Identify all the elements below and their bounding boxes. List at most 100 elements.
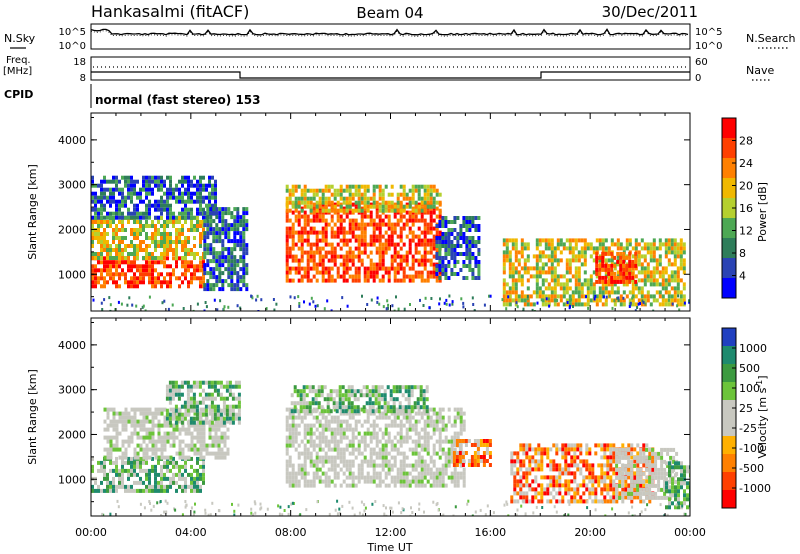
heatmap-cell [120, 302, 123, 306]
heatmap-cell [130, 183, 133, 188]
heatmap-cell [226, 427, 230, 432]
heatmap-cell [127, 280, 130, 285]
heatmap-cell [166, 460, 169, 465]
heatmap-cell [535, 282, 539, 287]
heatmap-cell [136, 268, 139, 273]
heatmap-cell [312, 266, 316, 271]
heatmap-cell [354, 208, 358, 213]
heatmap-cell [121, 451, 125, 456]
heatmap-cell [683, 301, 686, 305]
heatmap-cell [559, 274, 563, 279]
heatmap-cell [294, 200, 298, 205]
heatmap-cell [342, 188, 346, 193]
heatmap-cell [435, 272, 439, 276]
heatmap-cell [583, 270, 587, 275]
heatmap-cell [640, 290, 644, 295]
heatmap-cell [378, 479, 382, 484]
heatmap-cell [643, 274, 647, 279]
heatmap-cell [372, 435, 376, 440]
heatmap-cell [199, 472, 202, 477]
heatmap-cell [148, 468, 151, 473]
heatmap-cell [285, 463, 289, 468]
heatmap-cell [196, 439, 200, 444]
heatmap-cell [613, 242, 617, 247]
heatmap-cell [444, 459, 448, 464]
heatmap-cell [183, 404, 187, 409]
heatmap-cell [468, 244, 472, 248]
heatmap-cell [242, 243, 246, 248]
heatmap-cell [121, 455, 125, 460]
heatmap-cell [178, 220, 181, 224]
heatmap-cell [520, 250, 524, 255]
heatmap-cell [130, 240, 133, 244]
heatmap-cell [154, 183, 157, 188]
noise-search-trace [90, 30, 689, 37]
heatmap-cell [220, 435, 224, 440]
heatmap-cell [169, 244, 172, 248]
heatmap-cell [423, 411, 427, 416]
heatmap-cell [583, 282, 587, 287]
heatmap-cell [193, 183, 196, 188]
heatmap-cell [100, 232, 103, 236]
heatmap-cell [639, 302, 641, 305]
heatmap-cell [369, 435, 373, 440]
heatmap-cell [151, 203, 154, 208]
heatmap-cell [571, 274, 575, 279]
heatmap-cell [411, 479, 415, 484]
heatmap-cell [187, 175, 190, 180]
heatmap-cell [181, 207, 184, 212]
heatmap-cell [628, 305, 631, 308]
heatmap-cell [441, 475, 445, 480]
heatmap-cell [429, 407, 433, 412]
heatmap-cell [202, 427, 206, 432]
heatmap-cell [547, 270, 551, 275]
heatmap-cell [290, 409, 294, 414]
heatmap-cell [148, 211, 151, 216]
heatmap-cell [115, 187, 118, 192]
heatmap-cell [205, 187, 208, 192]
heatmap-cell [363, 419, 367, 424]
heatmap-cell [438, 256, 442, 260]
heatmap-cell [175, 220, 178, 224]
heatmap-cell [456, 272, 460, 276]
heatmap-cell [321, 463, 325, 468]
heatmap-cell [142, 423, 146, 428]
heatmap-cell [450, 232, 454, 236]
heatmap-cell [459, 415, 463, 420]
heatmap-cell [474, 256, 478, 260]
heatmap-cell [664, 246, 668, 251]
heatmap-cell [288, 218, 292, 223]
heatmap-cell [673, 262, 677, 267]
heatmap-cell [516, 305, 519, 309]
heatmap-cell [177, 392, 181, 397]
heatmap-cell [438, 220, 442, 224]
heatmap-cell [130, 415, 134, 420]
heatmap-cell [148, 191, 151, 196]
heatmap-cell [145, 468, 148, 473]
heatmap-cell [333, 262, 337, 267]
heatmap-cell [538, 274, 542, 279]
heatmap-cell [112, 260, 115, 265]
heatmap-cell [236, 283, 240, 288]
heatmap-cell [426, 479, 430, 484]
heatmap-cell [291, 238, 295, 243]
heatmap-cell [321, 206, 325, 211]
heatmap-cell [175, 427, 179, 432]
heatmap-cell [333, 254, 337, 259]
heatmap-cell [676, 282, 680, 287]
heatmap-cell [245, 219, 249, 224]
heatmap-cell [192, 309, 195, 311]
heatmap-cell [353, 405, 357, 410]
heatmap-cell [345, 242, 349, 247]
heatmap-cell [100, 272, 103, 277]
freq-left-tick-top: 18 [73, 57, 86, 68]
heatmap-cell [306, 222, 310, 227]
heatmap-cell [601, 302, 605, 307]
heatmap-cell [285, 204, 289, 209]
heatmap-cell [208, 435, 212, 440]
heatmap-cell [330, 415, 334, 420]
heatmap-cell [372, 411, 376, 416]
heatmap-cell [378, 439, 382, 444]
heatmap-cell [664, 250, 668, 255]
heatmap-cell [381, 451, 385, 456]
